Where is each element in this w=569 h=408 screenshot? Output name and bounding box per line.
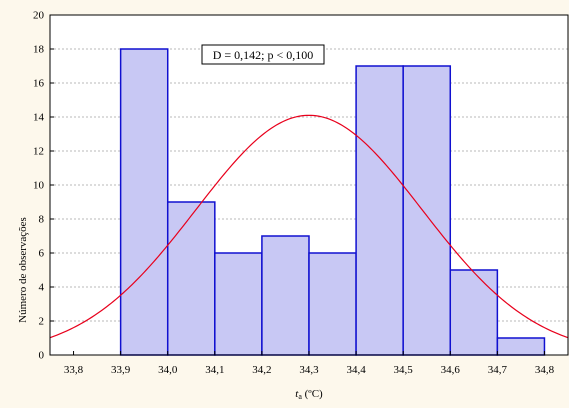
histogram-bar	[119, 48, 169, 356]
x-axis-title: ta (ºC)	[295, 388, 323, 401]
y-tick-label: 10	[33, 180, 45, 192]
x-tick-label: 34,7	[488, 364, 508, 376]
y-tick-label: 14	[33, 112, 45, 124]
y-tick-label: 18	[33, 44, 45, 56]
x-tick-label: 33,9	[111, 364, 131, 376]
normal-curve	[49, 114, 569, 339]
x-tick-label: 34,1	[205, 364, 224, 376]
y-tick-label: 20	[33, 10, 45, 22]
y-axis-title: Número de observações	[17, 217, 29, 323]
x-tick-label: 34,8	[535, 364, 555, 376]
histogram-bar	[402, 65, 452, 356]
histogram-bar	[261, 235, 310, 356]
x-axis-title-main: t	[295, 388, 299, 400]
x-axis-ticks: 33,8 33,9 34,0 34,1 34,2 34,3 34,4 34,5 34,6 34,7…	[64, 351, 555, 376]
histogram-bar	[496, 337, 546, 356]
y-tick-label: 2	[39, 316, 45, 328]
x-tick-label: 33,8	[64, 364, 84, 376]
x-tick-label: 34,0	[158, 364, 178, 376]
y-tick-label: 4	[39, 282, 45, 294]
y-axis-ticks: 0 2 4 6 8 10 12 14 16 18 20	[33, 10, 54, 362]
x-tick-label: 34,5	[394, 364, 414, 376]
y-tick-label: 8	[39, 214, 45, 226]
y-tick-label: 6	[39, 248, 45, 260]
x-tick-label: 34,3	[299, 364, 319, 376]
y-tick-label: 0	[39, 350, 45, 362]
histogram-bar	[308, 252, 357, 356]
y-tick-label: 12	[33, 146, 44, 158]
annotation-text: D = 0,142; p < 0,100	[213, 48, 314, 62]
histogram-bar	[214, 252, 263, 356]
bars	[119, 48, 546, 356]
annotation-box: D = 0,142; p < 0,100	[201, 44, 325, 65]
x-tick-label: 34,2	[252, 364, 271, 376]
x-tick-label: 34,4	[346, 364, 366, 376]
x-tick-label: 34,6	[441, 364, 461, 376]
histogram-bar	[355, 65, 404, 356]
histogram-bar	[166, 201, 216, 356]
x-axis-title-sub: a	[298, 392, 302, 401]
histogram-bar	[449, 269, 499, 356]
y-tick-label: 16	[33, 78, 45, 90]
x-axis-title-unit: (ºC)	[302, 388, 323, 400]
